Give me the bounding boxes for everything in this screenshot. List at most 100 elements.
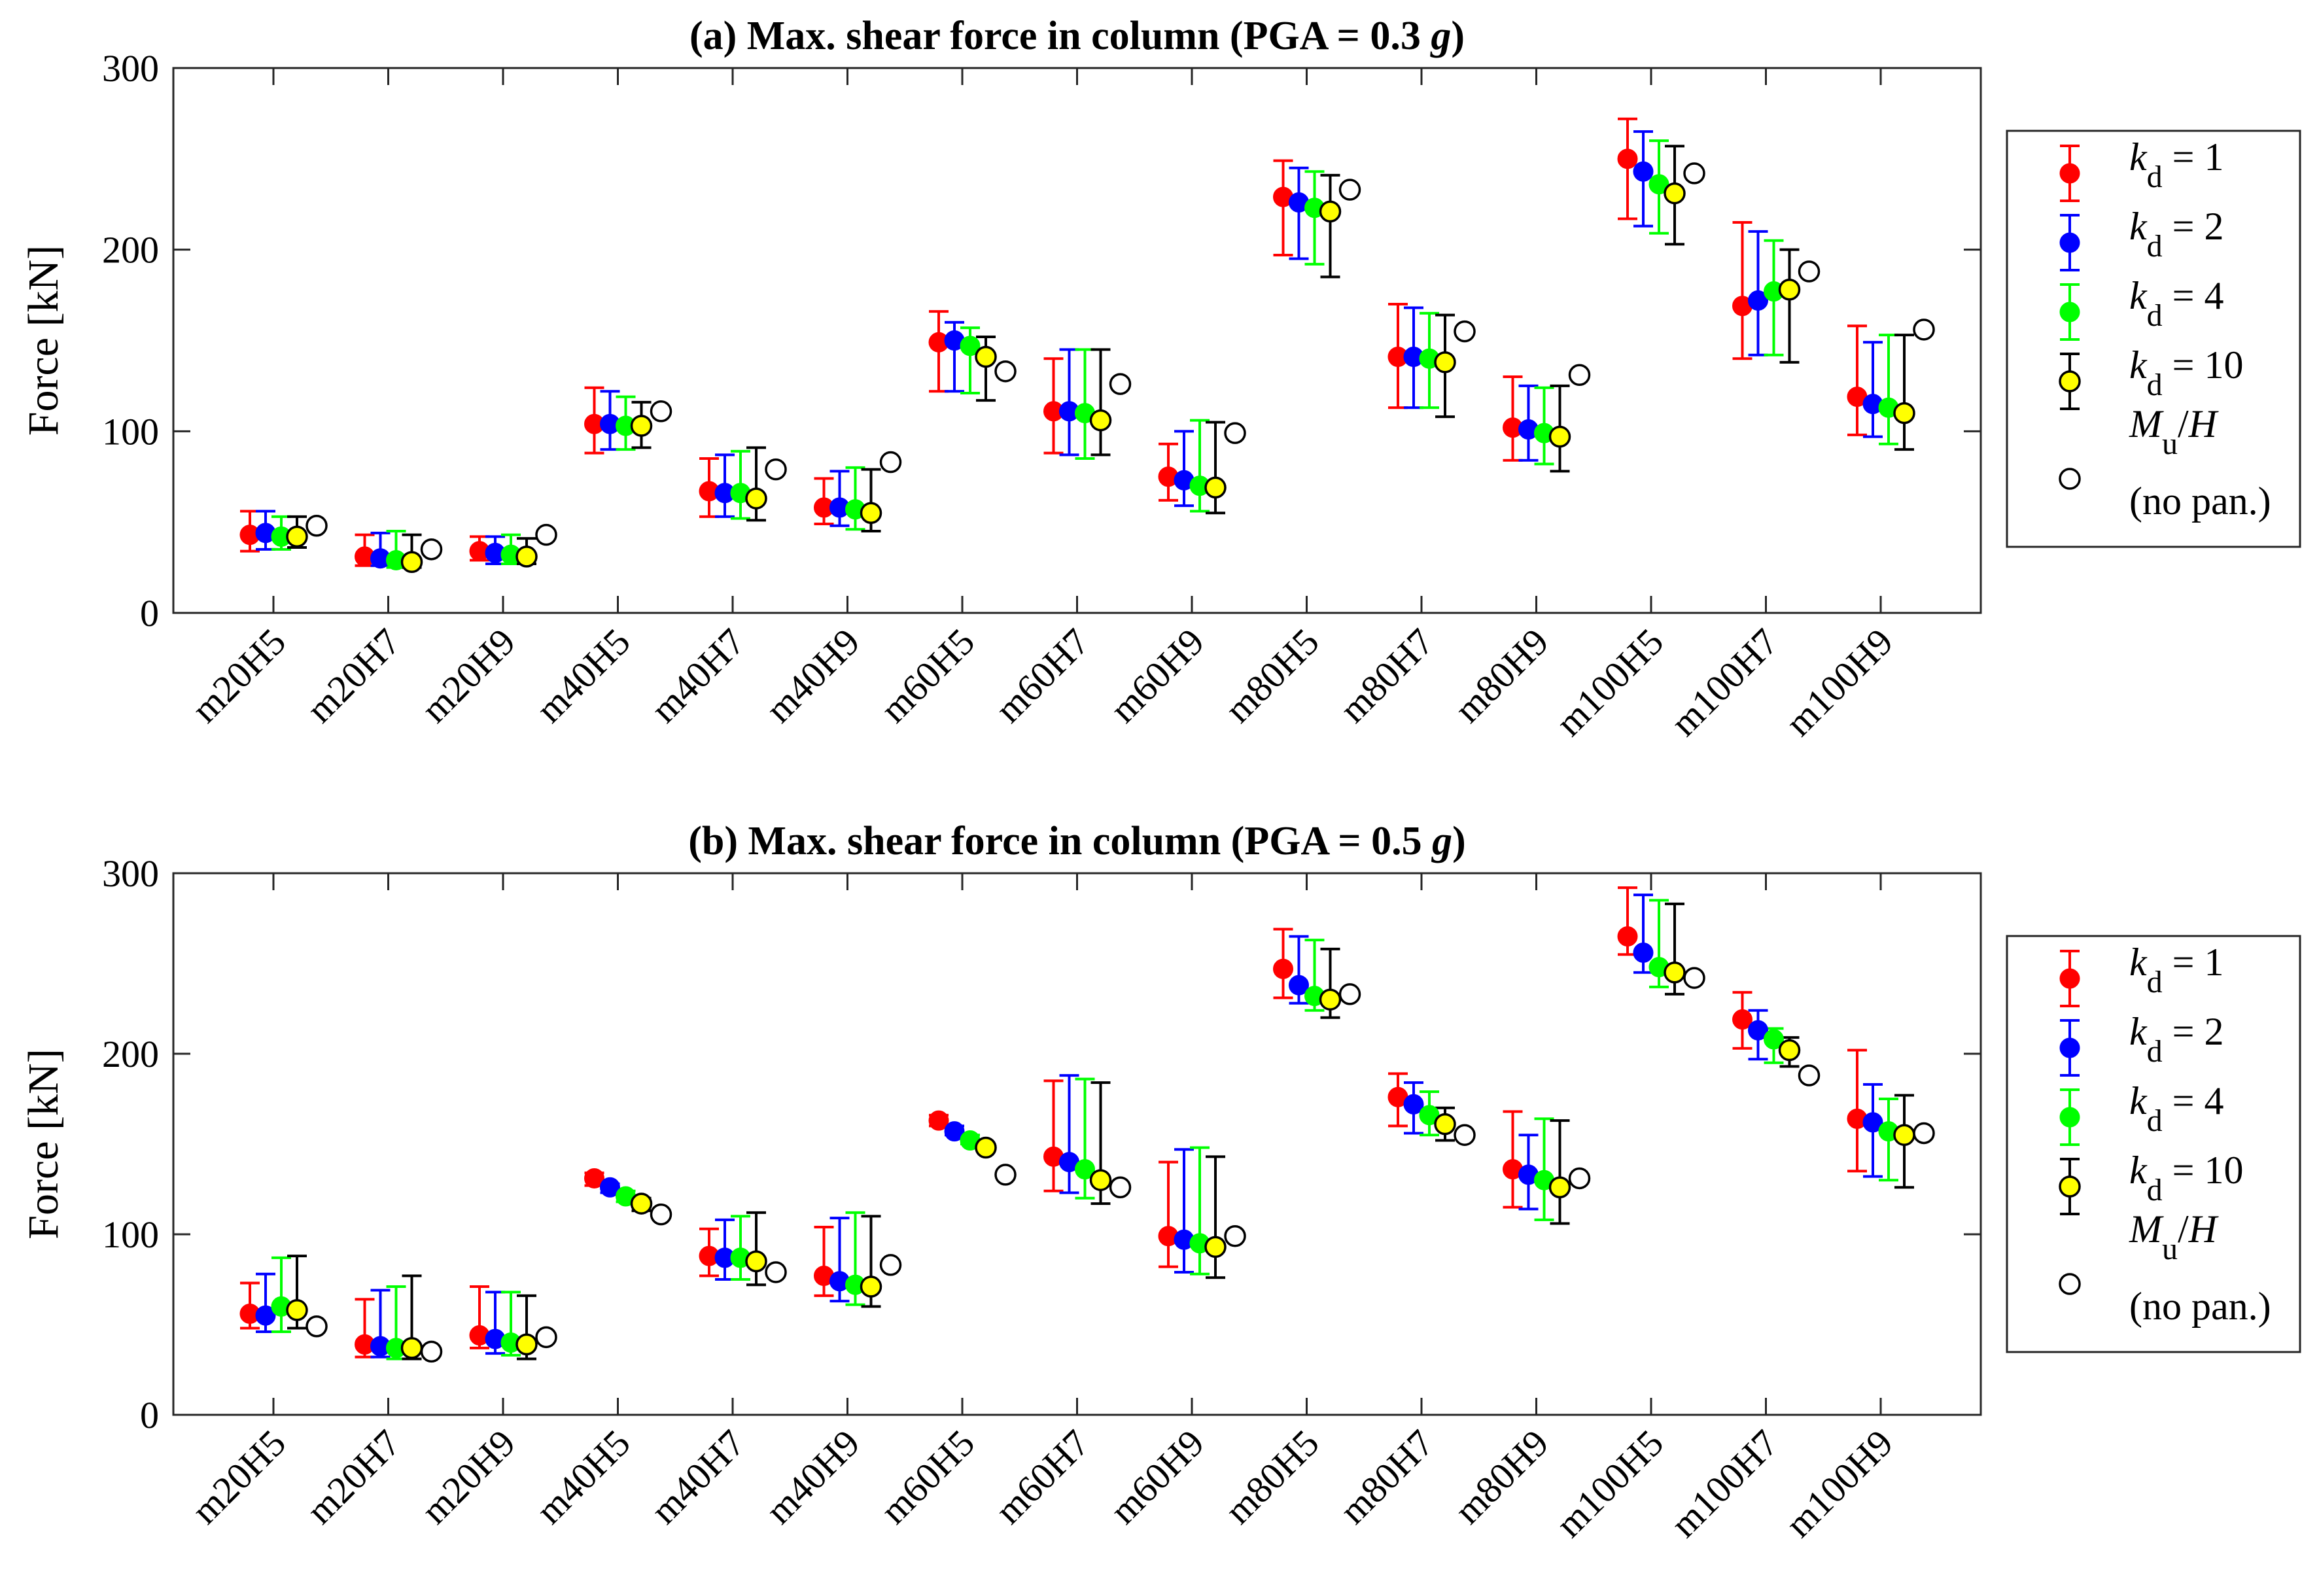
data-point [630, 1192, 653, 1215]
data-point [1893, 402, 1915, 425]
data-point [765, 458, 787, 481]
data-point [1664, 182, 1686, 205]
legend-symbol [2059, 1273, 2081, 1295]
error-bar [1847, 324, 1867, 436]
data-point [1403, 1094, 1424, 1115]
x-tick-label: m40H5 [528, 1421, 638, 1532]
data-point [1109, 373, 1132, 395]
y-axis-label: Force [kN] [20, 1049, 67, 1239]
legend-symbol [2059, 214, 2080, 271]
x-tick-label: m80H9 [1446, 1421, 1557, 1532]
data-point [1434, 1113, 1456, 1136]
x-tick-label: m20H9 [413, 1421, 523, 1532]
data-point [1319, 988, 1342, 1011]
legend-label: kd = 4 [2129, 1079, 2223, 1138]
data-point [1778, 1039, 1801, 1062]
legend-symbol [2059, 950, 2080, 1007]
chart-title: (b) Max. shear force in column (PGA = 0.… [688, 819, 1466, 863]
data-point [286, 1299, 308, 1321]
legend-label: kd = 10 [2129, 1149, 2243, 1207]
legend-symbol [2059, 283, 2080, 341]
data-point [1748, 1020, 1768, 1041]
legend-box [2006, 935, 2301, 1353]
error-bar [271, 1256, 291, 1334]
plot-area [172, 872, 1982, 1416]
x-tick-label: m100H7 [1662, 1421, 1787, 1546]
error-bar [1273, 159, 1293, 256]
data-point [1748, 290, 1768, 311]
x-tick-label: m20H7 [298, 620, 409, 731]
legend-label: kd = 2 [2129, 1010, 2223, 1069]
data-point [745, 487, 767, 510]
data-point [960, 336, 981, 356]
data-point [1548, 425, 1571, 448]
x-tick-label: m80H7 [1331, 1421, 1442, 1532]
x-tick-label: m60H7 [987, 1421, 1098, 1532]
error-bar [1732, 221, 1752, 360]
data-point [305, 1315, 328, 1338]
data-point [928, 1110, 949, 1131]
data-point [584, 1168, 604, 1188]
x-tick-label: m60H7 [987, 620, 1098, 731]
legend-label: kd = 2 [2129, 205, 2223, 264]
data-point [1617, 148, 1638, 169]
y-tick-label: 0 [140, 592, 159, 634]
data-point [400, 1337, 423, 1359]
x-tick-label: m40H7 [642, 1421, 753, 1532]
y-tick-label: 0 [140, 1394, 159, 1436]
legend-label: Mu/H [2129, 402, 2220, 461]
y-tick-label: 200 [102, 1033, 159, 1075]
data-point [1568, 364, 1591, 387]
y-tick-label: 300 [102, 852, 159, 895]
data-point [975, 345, 997, 368]
data-point [305, 514, 328, 537]
data-point [1204, 476, 1227, 499]
x-tick-label: m80H5 [1217, 620, 1327, 731]
error-bar [1190, 419, 1210, 513]
x-tick-label: m80H7 [1331, 620, 1442, 731]
data-point [745, 1250, 767, 1273]
x-tick-label: m60H5 [872, 1421, 983, 1532]
data-point [255, 1305, 276, 1326]
data-point [1617, 926, 1638, 947]
data-point [1338, 179, 1361, 201]
data-point [1548, 1176, 1571, 1198]
data-point [420, 538, 443, 561]
panel-a: (a) Max. shear force in column (PGA = 0.… [20, 14, 2301, 744]
data-point [879, 451, 902, 474]
data-point [1568, 1167, 1591, 1190]
x-tick-label: m60H9 [1102, 620, 1212, 731]
legend-symbol [2059, 468, 2081, 490]
plot-area [172, 67, 1982, 614]
y-axis-label: Force [kN] [20, 245, 67, 436]
legend-label: kd = 4 [2129, 274, 2223, 333]
x-tick-label: m100H5 [1548, 1421, 1672, 1546]
data-point [1089, 409, 1112, 432]
data-point [650, 1203, 672, 1226]
legend-label: kd = 1 [2129, 941, 2223, 999]
data-point [650, 400, 672, 423]
x-tick-label: m60H5 [872, 620, 983, 731]
data-point [1224, 422, 1246, 444]
legend-symbol [2059, 353, 2081, 410]
data-point [1109, 1176, 1132, 1198]
data-point [1633, 161, 1654, 182]
data-point [1893, 1124, 1915, 1146]
error-bar [1159, 1160, 1178, 1268]
data-point [765, 1261, 787, 1283]
data-point [1319, 200, 1342, 223]
x-tick-label: m100H9 [1777, 620, 1902, 744]
error-bar [1779, 248, 1800, 364]
x-tick-label: m100H9 [1777, 1421, 1902, 1546]
y-tick-label: 100 [102, 1213, 159, 1256]
data-point [630, 415, 653, 437]
x-tick-label: m40H9 [758, 1421, 868, 1532]
data-point [1664, 962, 1686, 984]
x-tick-label: m80H9 [1446, 620, 1557, 731]
data-point [420, 1340, 443, 1363]
data-point [994, 1164, 1017, 1186]
chart-title: (a) Max. shear force in column (PGA = 0.… [689, 14, 1465, 58]
legend-symbol [2059, 145, 2080, 202]
error-bar [1320, 173, 1340, 279]
x-tick-label: m40H9 [758, 620, 868, 731]
